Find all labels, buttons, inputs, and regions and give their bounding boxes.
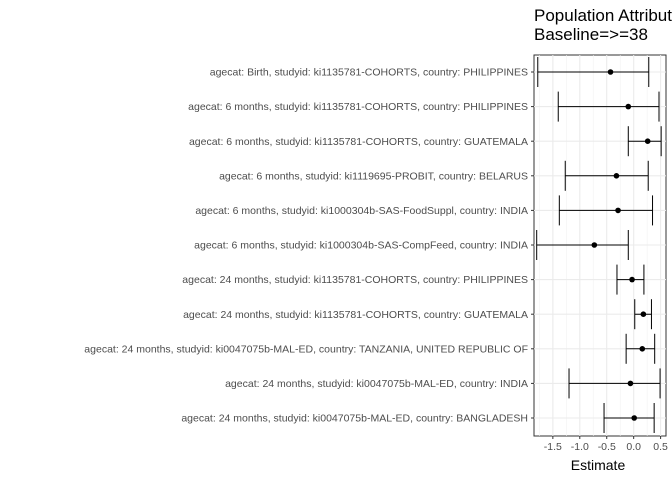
x-axis-ticks: -1.5 -1.0 -0.5 0.0 0.5 (544, 436, 668, 453)
row-label: agecat: 6 months, studyid: ki1000304b-SA… (194, 240, 528, 252)
estimate-point (627, 380, 634, 387)
estimate-point (629, 276, 635, 283)
row-label: agecat: Birth, studyid: ki1135781-COHORT… (210, 67, 528, 79)
x-tick-label: -1.0 (571, 441, 589, 453)
x-axis-title: Estimate (571, 457, 626, 473)
grid-layer (534, 55, 666, 436)
row-label: agecat: 6 months, studyid: ki1135781-COH… (189, 136, 528, 148)
rows-layer: agecat: Birth, studyid: ki1135781-COHORT… (84, 57, 662, 433)
x-tick-label: 0.0 (626, 441, 641, 453)
estimate-point (644, 138, 651, 144)
row-label: agecat: 24 months, studyid: ki1135781-CO… (183, 309, 528, 321)
estimate-point (615, 207, 621, 214)
estimate-point (613, 173, 620, 179)
x-tick-label: -1.5 (544, 441, 562, 453)
x-tick-label: 0.5 (653, 441, 668, 453)
row-label: agecat: 6 months, studyid: ki1135781-COH… (188, 101, 528, 113)
row-label: agecat: 24 months, studyid: ki0047075b-M… (225, 378, 528, 390)
row-label: agecat: 24 months, studyid: ki0047075b-M… (84, 343, 528, 355)
estimate-point (591, 242, 598, 248)
chart-title-line1: Population Attributable (534, 6, 672, 25)
x-tick-label: -0.5 (598, 441, 616, 453)
estimate-point (607, 69, 614, 75)
estimate-point (640, 311, 647, 318)
estimate-point (639, 346, 646, 352)
row-label: agecat: 6 months, studyid: ki1119695-PRO… (219, 170, 528, 182)
estimate-point (625, 103, 632, 110)
chart-title-line2: Baseline=>=38 (534, 25, 648, 44)
estimate-point (631, 415, 638, 421)
row-label: agecat: 6 months, studyid: ki1000304b-SA… (195, 205, 528, 217)
row-label: agecat: 24 months, studyid: ki0047075b-M… (181, 413, 528, 425)
row-label: agecat: 24 months, studyid: ki1135781-CO… (182, 274, 528, 286)
